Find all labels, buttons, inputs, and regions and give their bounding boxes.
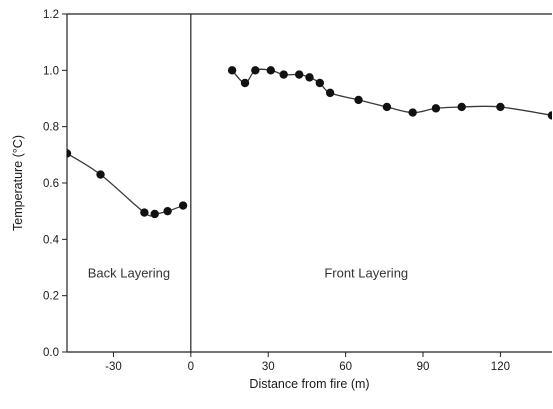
data-point [279, 70, 288, 79]
data-point [382, 102, 392, 112]
y-tick-label: 0.0 [43, 347, 59, 359]
series-1 [227, 66, 552, 120]
series-line [231, 68, 552, 117]
annotations: Back Layering Front Layering [88, 265, 408, 280]
data-point [408, 108, 417, 117]
y-tick-label: 0.8 [43, 122, 59, 134]
x-tick-label: 60 [339, 361, 352, 373]
annotation-front-layering: Front Layering [324, 265, 408, 280]
y-tick-label: 1.2 [43, 9, 59, 21]
data-point [496, 102, 505, 112]
data-point [354, 95, 363, 105]
data-point [315, 78, 325, 88]
data-point [431, 104, 441, 113]
data-point [547, 111, 552, 120]
axis-labels: Distance from fire (m) Temperature (°C) [11, 135, 370, 391]
x-tick-label: 0 [188, 361, 194, 373]
data-point [305, 73, 314, 82]
data-point [67, 149, 72, 158]
data-series [67, 66, 552, 219]
data-point [294, 70, 304, 79]
axes-frame [66, 13, 552, 353]
data-point [163, 206, 172, 216]
x-axis-title: Distance from fire (m) [249, 377, 369, 391]
annotation-back-layering: Back Layering [88, 265, 170, 280]
x-tick-label: -30 [105, 361, 122, 373]
data-point [178, 201, 188, 210]
y-axis-title: Temperature (°C) [11, 135, 25, 231]
data-point [325, 88, 335, 98]
data-point [457, 102, 466, 112]
y-tick-label: 0.2 [43, 291, 59, 303]
y-tick-label: 0.4 [43, 234, 60, 246]
data-point [140, 208, 149, 217]
data-point [240, 78, 250, 88]
x-tick-label: 90 [417, 361, 430, 373]
data-point [251, 66, 260, 75]
y-tick-label: 1.0 [43, 65, 59, 77]
axis-ticks: -30 0 30 60 90 120 0.0 0.2 0.4 0.6 0.8 1.0 1.2 [43, 9, 510, 373]
y-tick-label: 0.6 [43, 178, 59, 190]
x-tick-label: 120 [491, 361, 510, 373]
series-0 [67, 149, 188, 219]
series-line [67, 152, 184, 217]
data-point [96, 170, 105, 179]
data-point [227, 66, 237, 75]
data-point [266, 66, 276, 75]
data-point [150, 209, 159, 219]
x-tick-label: 30 [262, 361, 275, 373]
